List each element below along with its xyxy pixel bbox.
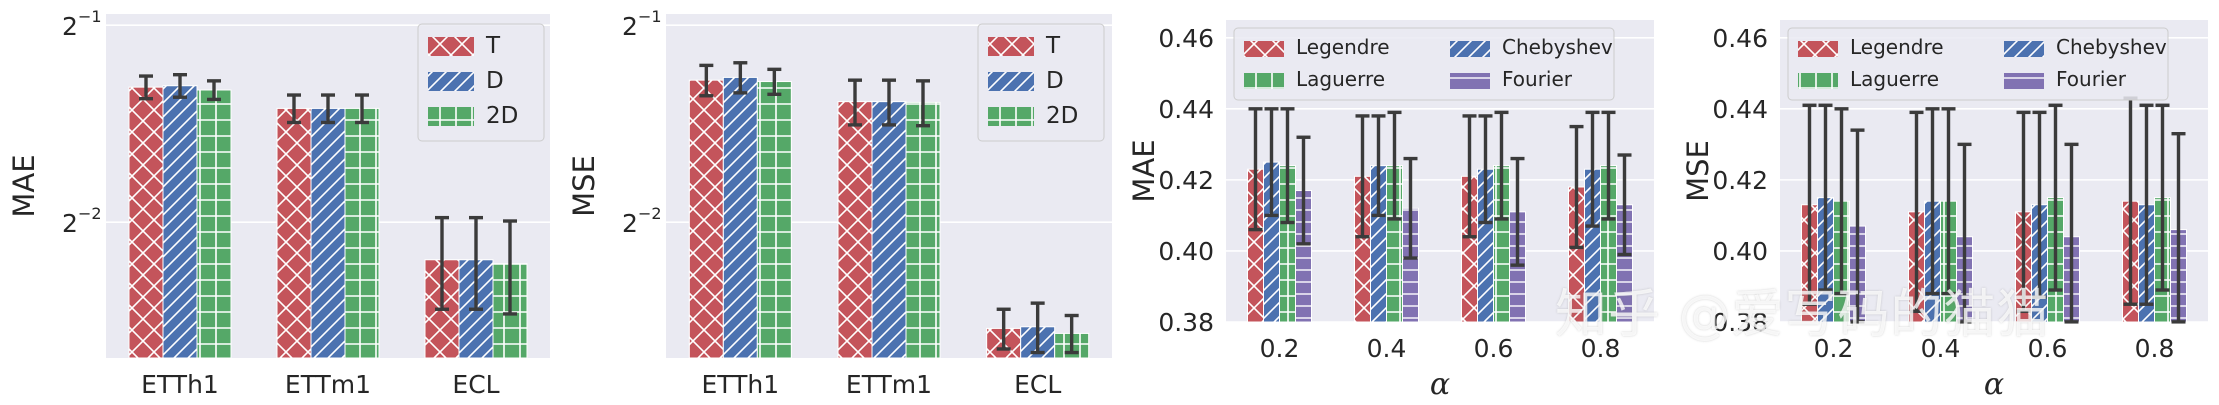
legend-label: D — [1046, 68, 1064, 94]
y-tick-label: 0.46 — [1158, 24, 1214, 53]
legend-label: T — [485, 33, 501, 59]
legend-label: Fourier — [1502, 67, 1573, 91]
legend-label: Legendre — [1850, 35, 1944, 59]
legend-label: Legendre — [1296, 35, 1390, 59]
y-tick-label: 0.46 — [1712, 24, 1768, 53]
legend-label: Laguerre — [1850, 67, 1939, 91]
legend-frame — [1233, 27, 1615, 101]
legend-frame — [1787, 27, 2169, 101]
legend-swatch-hatch — [988, 107, 1034, 126]
legend-swatch-hatch — [1244, 73, 1284, 89]
x-tick-label: 0.8 — [1581, 334, 1621, 363]
y-tick-label: 0.40 — [1158, 237, 1214, 266]
legend-swatch-hatch — [1450, 73, 1490, 89]
x-tick-label: ECL — [1014, 370, 1061, 399]
legend-swatch-hatch — [988, 72, 1034, 91]
y-axis-label: MAE — [7, 154, 41, 217]
bar-hatch — [196, 89, 232, 359]
legend-swatch-hatch — [1244, 41, 1284, 57]
legend-label: 2D — [1046, 103, 1078, 129]
bar-hatch — [310, 107, 346, 359]
legend-label: Chebyshev — [2056, 35, 2167, 59]
chart-panel-3: 0.38 0.40 0.42 0.44 0.46 MAE α 0.2 0.4 0.6 0.8 Lege… — [1127, 20, 1654, 402]
legend-swatch-hatch — [988, 37, 1034, 56]
y-tick-label: 0.44 — [1712, 95, 1768, 124]
y-tick-label: 2 — [622, 12, 638, 41]
legend-label: Chebyshev — [1502, 35, 1613, 59]
legend-swatch-hatch — [1798, 73, 1838, 89]
x-tick-label: ECL — [452, 370, 499, 399]
y-tick-exponent: −2 — [78, 204, 102, 223]
legend: Legendre Chebyshev Laguerre Fourier — [1787, 27, 2169, 101]
legend-swatch-hatch — [428, 37, 474, 56]
x-tick-label: 0.2 — [1814, 334, 1854, 363]
x-tick-label: 0.6 — [2028, 334, 2068, 363]
legend-swatch-hatch — [2004, 73, 2044, 89]
y-tick-exponent: −2 — [638, 204, 662, 223]
y-tick-label: 0.38 — [1712, 308, 1768, 337]
bar-hatch — [128, 86, 164, 359]
legend-label: Laguerre — [1296, 67, 1385, 91]
bar-hatch — [344, 107, 380, 359]
y-axis-label: MAE — [1127, 139, 1161, 202]
y-tick-exponent: −1 — [638, 7, 662, 26]
x-axis-label: α — [1430, 367, 1450, 402]
legend-label: D — [486, 68, 504, 94]
y-tick-label: 2 — [622, 209, 638, 238]
x-tick-label: 0.2 — [1260, 334, 1300, 363]
y-tick-label: 0.40 — [1712, 237, 1768, 266]
bar-hatch — [162, 85, 198, 359]
legend: Legendre Chebyshev Laguerre Fourier — [1233, 27, 1615, 101]
bar-hatch — [756, 81, 792, 359]
y-tick-label: 2 — [62, 12, 78, 41]
x-tick-label: ETTh1 — [702, 370, 780, 399]
x-axis-label: α — [1984, 367, 2004, 402]
bar-hatch — [837, 101, 873, 359]
legend-label: Fourier — [2056, 67, 2127, 91]
bar-hatch — [688, 79, 724, 359]
x-tick-label: 0.6 — [1474, 334, 1514, 363]
y-tick-label: 0.42 — [1712, 166, 1768, 195]
x-tick-label: 0.8 — [2135, 334, 2175, 363]
y-tick-exponent: −1 — [78, 7, 102, 26]
legend: TD 2D — [417, 23, 545, 142]
y-axis-label: MSE — [1681, 140, 1715, 202]
bar-hatch — [905, 101, 941, 359]
y-tick-label: 2 — [62, 209, 78, 238]
legend-swatch-hatch — [1450, 41, 1490, 57]
x-tick-label: ETTm1 — [285, 370, 371, 399]
legend-swatch-hatch — [2004, 41, 2044, 57]
x-tick-label: ETTh1 — [141, 370, 219, 399]
y-tick-label: 0.42 — [1158, 166, 1214, 195]
legend-swatch-hatch — [428, 107, 474, 126]
x-tick-label: 0.4 — [1921, 334, 1961, 363]
legend-swatch-hatch — [428, 72, 474, 91]
x-tick-label: 0.4 — [1367, 334, 1407, 363]
chart-panel-4: 0.38 0.40 0.42 0.44 0.46 MSE α 0.2 0.4 0.6 0.8 Lege… — [1681, 20, 2208, 402]
bar-hatch — [722, 76, 758, 359]
y-tick-label: 0.38 — [1158, 308, 1214, 337]
bar-hatch — [276, 107, 312, 359]
y-tick-label: 0.44 — [1158, 95, 1214, 124]
legend-swatch-hatch — [1798, 41, 1838, 57]
legend-label: T — [1045, 33, 1061, 59]
x-tick-label: ETTm1 — [846, 370, 932, 399]
legend-label: 2D — [486, 103, 518, 129]
bar-hatch — [871, 101, 907, 359]
y-axis-label: MSE — [567, 155, 601, 217]
legend: TD 2D — [977, 23, 1105, 142]
